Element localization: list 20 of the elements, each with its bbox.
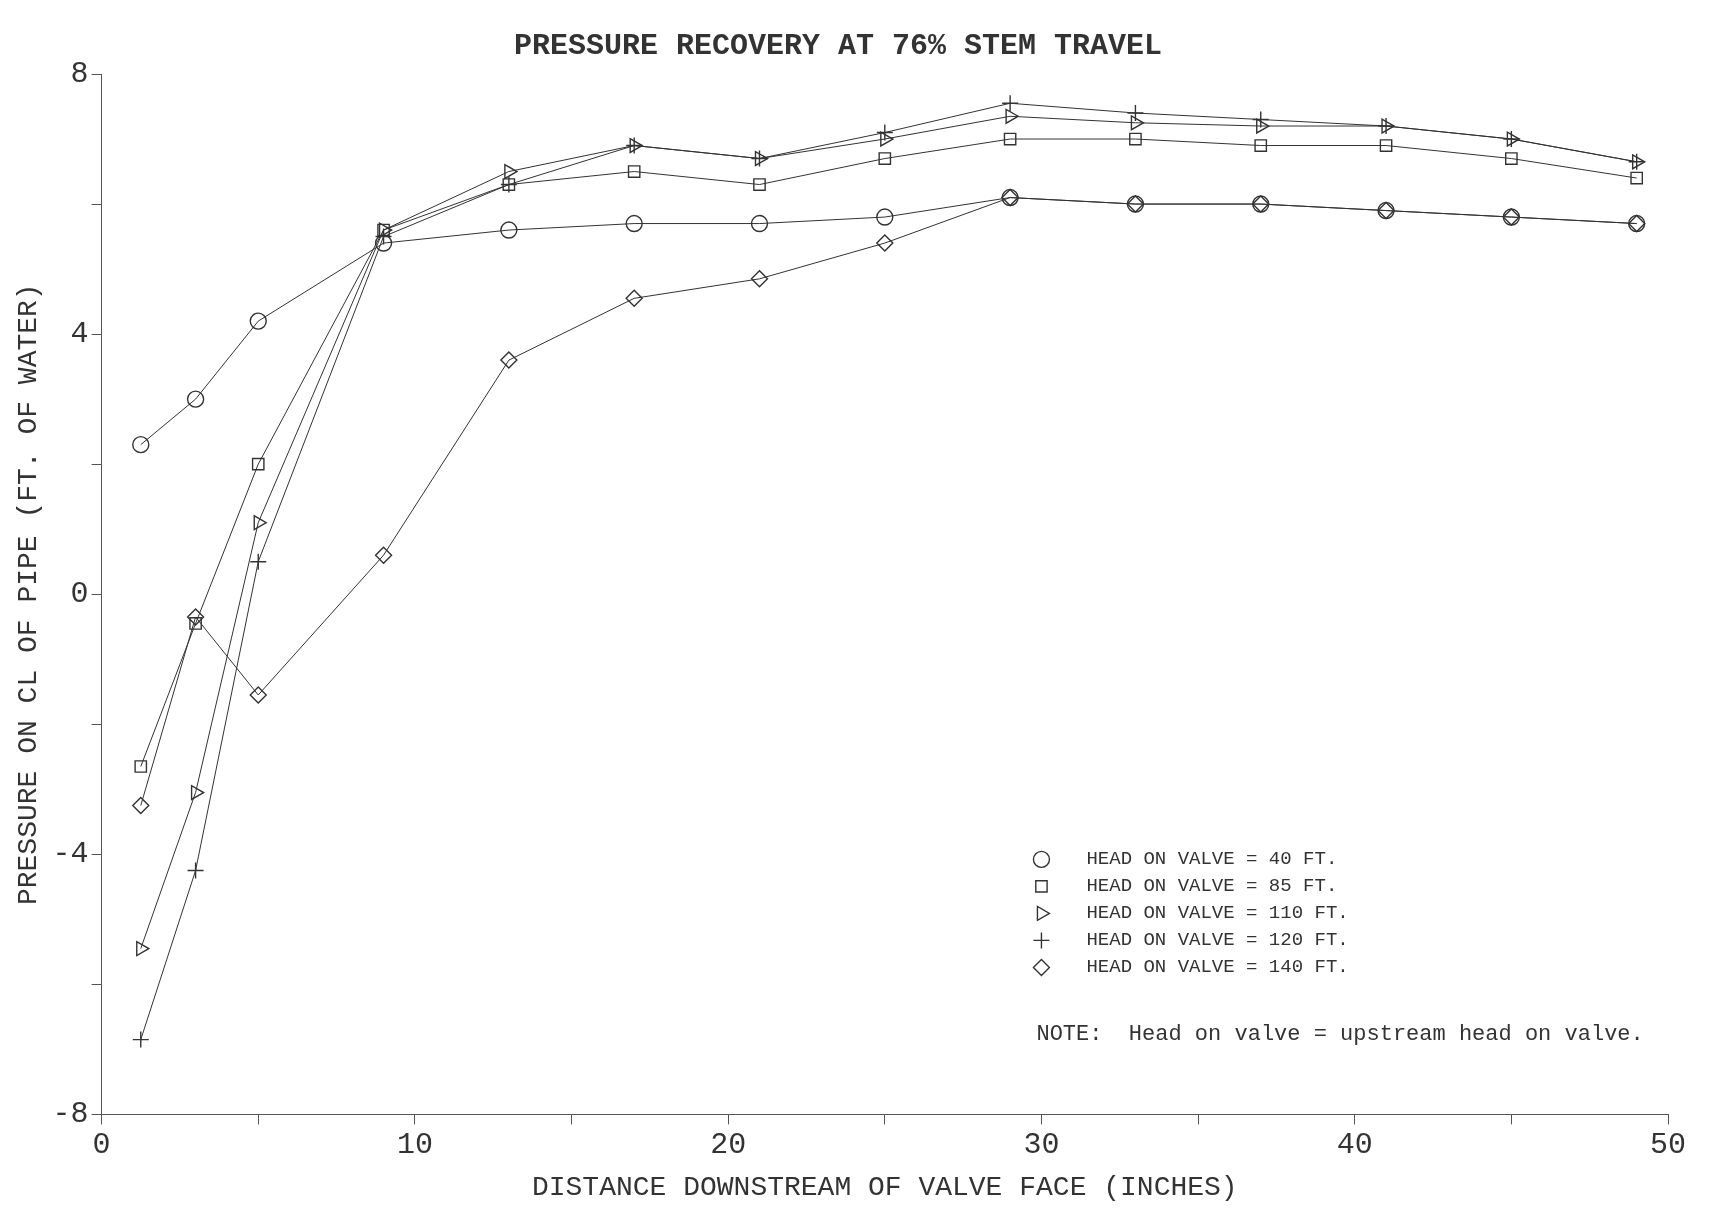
legend-label: HEAD ON VALVE = 85 FT. xyxy=(1086,875,1338,898)
y-tick-label: -8 xyxy=(52,1097,89,1132)
y-tick-label: 0 xyxy=(70,577,89,612)
x-tick-label: 30 xyxy=(1023,1128,1060,1163)
x-tick-label: 0 xyxy=(92,1128,111,1163)
x-tick-label: 10 xyxy=(396,1128,433,1163)
annotation: NOTE: Head on valve = upstream head on valve. xyxy=(1036,1022,1644,1048)
chart-title: PRESSURE RECOVERY AT 76% STEM TRAVEL xyxy=(513,28,1163,63)
y-axis-title: PRESSURE ON CL OF PIPE (FT. OF WATER) xyxy=(13,283,45,906)
legend-label: HEAD ON VALVE = 110 FT. xyxy=(1086,902,1349,925)
x-tick-label: 20 xyxy=(710,1128,747,1163)
legend-label: HEAD ON VALVE = 40 FT. xyxy=(1086,848,1338,871)
y-tick-label: 8 xyxy=(70,56,89,91)
x-tick-label: 50 xyxy=(1649,1128,1687,1163)
x-axis-title: DISTANCE DOWNSTREAM OF VALVE FACE (INCHES) xyxy=(531,1171,1238,1203)
y-tick-label: 4 xyxy=(70,317,89,352)
x-tick-label: 40 xyxy=(1336,1128,1373,1163)
legend-label: HEAD ON VALVE = 120 FT. xyxy=(1086,929,1349,952)
y-tick-label: -4 xyxy=(52,837,89,872)
legend-label: HEAD ON VALVE = 140 FT. xyxy=(1086,956,1349,979)
